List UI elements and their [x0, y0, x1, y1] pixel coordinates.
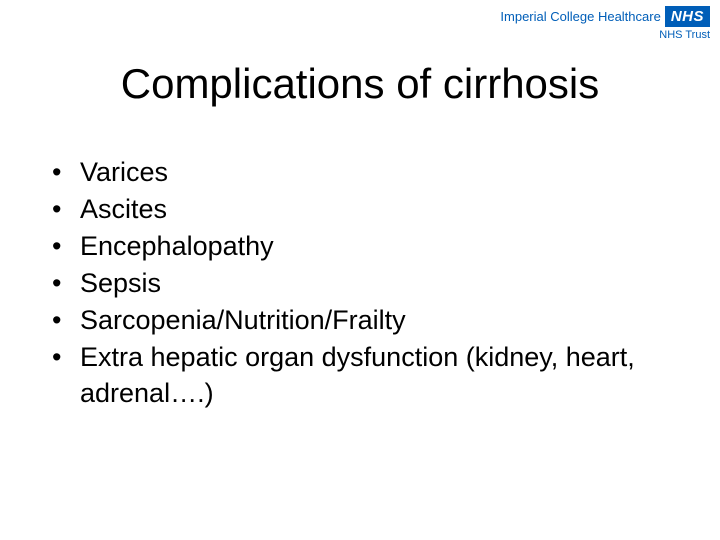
list-item: • Encephalopathy [50, 229, 670, 264]
bullet-text: Extra hepatic organ dysfunction (kidney,… [80, 340, 670, 410]
list-item: • Varices [50, 155, 670, 190]
list-item: • Ascites [50, 192, 670, 227]
org-subtitle: NHS Trust [500, 29, 710, 41]
bullet-text: Sepsis [80, 266, 670, 301]
slide-title: Complications of cirrhosis [0, 60, 720, 108]
org-name: Imperial College Healthcare [500, 9, 660, 24]
slide-content: • Varices • Ascites • Encephalopathy • S… [50, 155, 670, 413]
list-item: • Sarcopenia/Nutrition/Frailty [50, 303, 670, 338]
bullet-icon: • [50, 155, 80, 190]
bullet-icon: • [50, 303, 80, 338]
org-logo: Imperial College Healthcare NHS NHS Trus… [500, 6, 710, 41]
bullet-text: Varices [80, 155, 670, 190]
bullet-icon: • [50, 192, 80, 227]
bullet-icon: • [50, 340, 80, 375]
bullet-icon: • [50, 266, 80, 301]
nhs-badge: NHS [665, 6, 710, 27]
bullet-text: Encephalopathy [80, 229, 670, 264]
bullet-list: • Varices • Ascites • Encephalopathy • S… [50, 155, 670, 411]
bullet-icon: • [50, 229, 80, 264]
bullet-text: Ascites [80, 192, 670, 227]
list-item: • Sepsis [50, 266, 670, 301]
bullet-text: Sarcopenia/Nutrition/Frailty [80, 303, 670, 338]
list-item: • Extra hepatic organ dysfunction (kidne… [50, 340, 670, 410]
logo-top-line: Imperial College Healthcare NHS [500, 6, 710, 27]
